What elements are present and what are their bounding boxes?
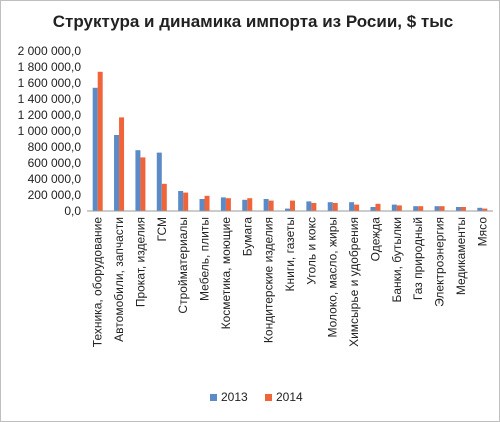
legend-swatch-2013 [210, 394, 217, 401]
bar-2013-10 [306, 201, 312, 211]
y-tick-label: 200 000,0 [28, 188, 82, 202]
y-tick-label: 0,0 [64, 204, 81, 218]
bar-2013-14 [391, 204, 397, 211]
bar-2013-6 [220, 197, 226, 211]
y-tick-label: 1 800 000,0 [18, 60, 82, 74]
bars [92, 71, 488, 211]
y-tick-label: 800 000,0 [28, 140, 82, 154]
bar-2014-6 [225, 198, 231, 211]
bar-2013-1 [114, 135, 120, 211]
bar-2013-9 [285, 208, 290, 211]
bar-2013-4 [178, 191, 184, 211]
bar-2013-8 [263, 199, 269, 211]
x-category-label: Молоко, масло, жиры [326, 217, 340, 338]
x-category-label: Книги, газеты [283, 217, 297, 291]
x-category-label: Медикаменты [454, 217, 468, 295]
bar-2013-11 [327, 202, 333, 211]
bar-2013-2 [135, 150, 141, 211]
x-axis-categories: Техника, оборудование Автомобили, запчаст… [91, 217, 490, 348]
bar-2013-3 [156, 152, 162, 211]
bar-2014-12 [354, 204, 360, 211]
bar-2014-1 [119, 117, 125, 211]
bar-2014-5 [204, 195, 210, 211]
y-axis-ticks: 0,0 200 000,0 400 000,0 600 000,0 800 000,0 1… [18, 44, 82, 218]
x-category-label: Мясо [475, 217, 489, 247]
y-tick-label: 2 000 000,0 [18, 44, 82, 58]
bar-2014-15 [418, 206, 424, 211]
chart-title: Структура и динамика импорта из Росии, $… [53, 12, 453, 31]
bar-2014-2 [140, 157, 146, 211]
x-category-label: Техника, оборудование [91, 217, 105, 348]
bar-2014-8 [268, 200, 274, 211]
x-category-label: Мебель, плиты [198, 217, 212, 301]
bar-2014-3 [161, 183, 167, 211]
y-tick-label: 1 400 000,0 [18, 92, 82, 106]
bar-2014-18 [482, 208, 488, 211]
legend-label-2014: 2014 [276, 390, 303, 404]
bar-2013-0 [92, 87, 98, 211]
y-tick-label: 1 200 000,0 [18, 108, 82, 122]
bar-2014-4 [183, 192, 189, 211]
bar-2013-7 [242, 199, 248, 211]
x-category-label: Банки, бутылки [390, 217, 404, 302]
x-category-label: Стройматериалы [176, 217, 190, 314]
bar-2013-15 [413, 206, 419, 211]
x-category-label: ГСМ [155, 217, 169, 242]
y-tick-label: 600 000,0 [28, 156, 82, 170]
y-tick-label: 1 600 000,0 [18, 76, 82, 90]
bar-2014-16 [439, 206, 445, 211]
x-category-label: Прокат, изделия [133, 217, 147, 307]
bar-2014-13 [375, 203, 381, 211]
bar-2013-17 [455, 207, 461, 211]
bar-2014-10 [311, 203, 317, 211]
bar-2014-14 [396, 205, 402, 211]
legend-swatch-2014 [265, 394, 272, 401]
bar-2014-11 [332, 203, 338, 211]
x-category-label: Газ природный [411, 217, 425, 300]
bar-2013-5 [199, 199, 205, 211]
bar-2014-9 [290, 200, 295, 211]
x-category-label: Косметика, моющие [219, 217, 233, 330]
x-category-label: Кондитерские изделия [262, 217, 276, 343]
x-category-label: Автомобили, запчасти [112, 217, 126, 342]
x-category-label: Бумага [240, 217, 254, 257]
x-category-label: Одежда [368, 217, 382, 262]
y-tick-label: 400 000,0 [28, 172, 82, 186]
x-category-label: Уголь и кокс [304, 217, 318, 285]
bar-2013-18 [477, 207, 483, 211]
bar-2013-16 [434, 206, 440, 211]
x-category-label: Химсырье и удобрения [347, 217, 361, 347]
bar-2013-13 [370, 207, 376, 211]
bar-2014-7 [247, 198, 253, 211]
x-category-label: Электроэнергия [433, 217, 447, 307]
bar-2014-0 [97, 71, 103, 211]
legend-label-2013: 2013 [221, 390, 248, 404]
y-tick-label: 1 000 000,0 [18, 124, 82, 138]
bar-2013-12 [349, 202, 355, 211]
legend: 2013 2014 [210, 390, 303, 404]
bar-2014-17 [460, 207, 466, 211]
